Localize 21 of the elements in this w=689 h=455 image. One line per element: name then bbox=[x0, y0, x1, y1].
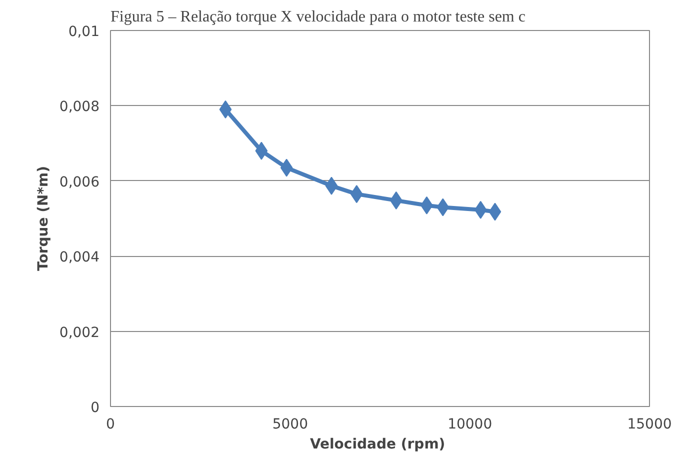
x-tick-label: 5000 bbox=[272, 416, 308, 432]
x-axis-title: Velocidade (rpm) bbox=[310, 436, 446, 452]
point bbox=[436, 198, 450, 216]
x-tick-label: 10000 bbox=[448, 416, 492, 432]
y-tick-label: 0,004 bbox=[59, 250, 100, 266]
point bbox=[325, 176, 338, 195]
point bbox=[255, 142, 268, 160]
y-tick-label: 0,008 bbox=[59, 99, 100, 116]
y-tick-label: 0,002 bbox=[59, 324, 100, 341]
point bbox=[219, 100, 232, 118]
y-axis-title: Torque (N*m) bbox=[35, 166, 52, 271]
x-tick-label: 15000 bbox=[627, 416, 672, 432]
point bbox=[350, 185, 363, 204]
point bbox=[488, 202, 502, 221]
y-tick-label: 0,01 bbox=[68, 24, 100, 40]
chart-title: Figura 5 – Relação torque X velocidade para o motor teste sem c bbox=[110, 8, 526, 26]
point bbox=[280, 158, 293, 177]
x-tick-label: 0 bbox=[106, 416, 115, 432]
y-tick-label: 0 bbox=[90, 400, 100, 416]
point bbox=[474, 200, 487, 219]
y-tick-label: 0,006 bbox=[59, 174, 100, 190]
